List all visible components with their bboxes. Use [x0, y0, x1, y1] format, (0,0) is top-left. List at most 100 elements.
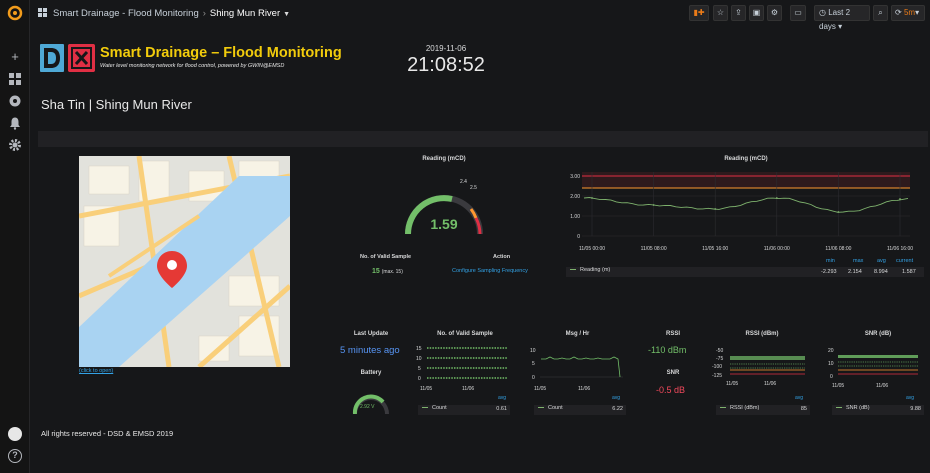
legend-avg-value: 6.22	[612, 406, 623, 412]
help-icon[interactable]: ?	[8, 449, 22, 463]
plus-icon[interactable]: +	[11, 49, 19, 64]
x-tick-label: 11/06	[462, 386, 474, 392]
breadcrumb-separator: ›	[202, 8, 206, 19]
battery-label: Battery	[360, 370, 382, 376]
y-tick-label: 2.00	[570, 194, 580, 200]
valid-sample-label: No. of Valid Sample	[360, 254, 412, 260]
tv-icon[interactable]: ▭	[790, 5, 806, 21]
page-title: Smart Drainage – Flood Monitoring	[100, 45, 342, 61]
legend-header-avg[interactable]: avg	[498, 395, 507, 401]
y-tick-label: 5	[532, 361, 535, 367]
x-tick-label: 11/05	[420, 386, 432, 392]
legend-header-max[interactable]: max	[853, 258, 864, 264]
data-point	[652, 204, 655, 206]
snr-value: -0.5 dB	[656, 385, 686, 395]
legend-row[interactable]: Count 6.22	[534, 405, 626, 415]
dashboard-title[interactable]: Shing Mun River	[209, 8, 281, 19]
last-update-value: 5 minutes ago	[340, 345, 400, 356]
avatar[interactable]	[8, 427, 22, 441]
breadcrumb-folder[interactable]: Smart Drainage - Flood Monitoring	[53, 8, 199, 19]
alert-bell-icon[interactable]	[8, 116, 22, 130]
zoom-out-icon[interactable]: ⌕	[873, 5, 888, 21]
map-open-link[interactable]: (click to open)	[79, 368, 114, 374]
legend-avg-value: 0.61	[496, 406, 507, 412]
rssi-chart-title: RSSI (dBm)	[745, 331, 779, 337]
legend-current-value: 1.587	[902, 269, 916, 275]
legend-header-avg[interactable]: avg	[906, 395, 915, 401]
gauge-title: Reading (mCD)	[422, 156, 466, 162]
breadcrumb: Smart Drainage - Flood Monitoring › Shing …	[38, 8, 290, 19]
legend-series-name: RSSI (dBm)	[730, 405, 760, 411]
map-panel[interactable]	[79, 156, 290, 367]
legend-series-name: Count	[432, 405, 447, 411]
y-tick-label: 10	[530, 348, 536, 354]
configure-sampling-link[interactable]: Configure Sampling Frequency	[452, 268, 528, 274]
side-menu: + ?	[0, 0, 30, 473]
legend-header-avg[interactable]: avg	[877, 258, 886, 264]
x-tick-label: 11/05 08:00	[641, 246, 667, 252]
location-pin-icon[interactable]	[157, 251, 187, 288]
reading-gauge: 2.4 2.5	[405, 179, 483, 235]
valid-sample-value: 15 (max. 15)	[372, 268, 403, 275]
snr-chart-title: SNR (dB)	[864, 331, 892, 337]
y-tick-label: -50	[716, 348, 723, 354]
reading-chart[interactable]: 3.00 2.00 1.00 0 11/05 00:00 11/05 08:00 11/05…	[566, 166, 916, 258]
legend-row[interactable]: Reading (m)	[566, 267, 924, 277]
x-tick-label: 11/05	[726, 381, 738, 387]
dsd-logo	[40, 44, 64, 72]
footer-text: All rights reserved - DSD & EMSD 2019	[41, 429, 174, 438]
snr-chart[interactable]: 20 10 0 11/05 11/06	[826, 343, 926, 395]
threshold-band	[582, 172, 910, 188]
map-image	[79, 156, 290, 367]
rssi-chart[interactable]: -50 -75 -100 -125 11/05 11/06	[710, 343, 810, 395]
legend-header-current[interactable]: current	[896, 258, 914, 264]
valid-sample-chart-title: No. of Valid Sample	[437, 331, 493, 337]
chevron-down-icon[interactable]: ▼	[283, 11, 291, 18]
clock-panel: 2019-11-06 21:08:52	[396, 0, 496, 80]
y-tick-label: -100	[712, 364, 722, 370]
x-tick-label: 11/06	[578, 386, 590, 392]
share-icon[interactable]: ⇪	[731, 5, 746, 21]
explore-icon[interactable]	[8, 94, 22, 108]
row-header[interactable]	[38, 131, 928, 147]
legend-header-avg[interactable]: avg	[795, 395, 804, 401]
legend-row[interactable]: RSSI (dBm) 85	[716, 405, 810, 415]
grafana-logo-icon[interactable]	[7, 5, 23, 21]
reading-chart-title: Reading (mCD)	[724, 156, 768, 162]
y-tick-label: 0	[830, 374, 833, 380]
y-tick-label: 0	[418, 376, 421, 382]
x-tick-label: 11/05 00:00	[579, 246, 605, 252]
dashboards-icon[interactable]	[8, 72, 22, 86]
save-icon[interactable]: ▣	[749, 5, 764, 21]
legend-avg-value: 85	[800, 406, 807, 412]
clock-date: 2019-11-06	[425, 44, 467, 53]
rssi-value: -110 dBm	[648, 345, 687, 355]
legend-row[interactable]: Count 0.61	[418, 405, 510, 415]
rssi-label: RSSI	[665, 331, 680, 337]
legend-series-name: Reading (m)	[580, 267, 611, 273]
data-point	[837, 211, 840, 213]
msg-chart[interactable]: 10 5 0 11/05 11/06	[528, 343, 628, 395]
gauge-tick-label: 2.5	[470, 185, 477, 191]
legend-avg-value: 9.88	[910, 406, 921, 412]
refresh-picker[interactable]: ⟳ 5m▾	[891, 5, 925, 21]
gear-icon[interactable]	[8, 138, 22, 152]
data-point	[714, 208, 717, 210]
legend-header-avg[interactable]: avg	[612, 395, 621, 401]
star-icon[interactable]: ☆	[713, 5, 728, 21]
dashboards-icon	[38, 8, 47, 17]
legend-max-value: 2.154	[848, 269, 862, 275]
data-point	[591, 197, 593, 199]
x-tick-label: 11/06 08:00	[825, 246, 851, 252]
x-tick-label: 11/05 16:00	[702, 246, 728, 252]
y-tick-label: 15	[416, 346, 422, 352]
add-panel-icon[interactable]: ▮✚	[689, 5, 709, 21]
legend-row[interactable]: SNR (dB) 9.88	[832, 405, 924, 415]
valid-sample-chart[interactable]: 15 10 5 0 11/05 11/06	[412, 343, 512, 395]
legend-header-min[interactable]: min	[826, 258, 835, 264]
time-range-picker[interactable]: ◷ Last 2 days ▾	[814, 5, 870, 31]
emsd-logo	[68, 44, 95, 72]
x-tick-label: 11/05	[832, 383, 844, 389]
action-label: Action	[493, 254, 511, 260]
settings-icon[interactable]: ⚙	[767, 5, 782, 21]
